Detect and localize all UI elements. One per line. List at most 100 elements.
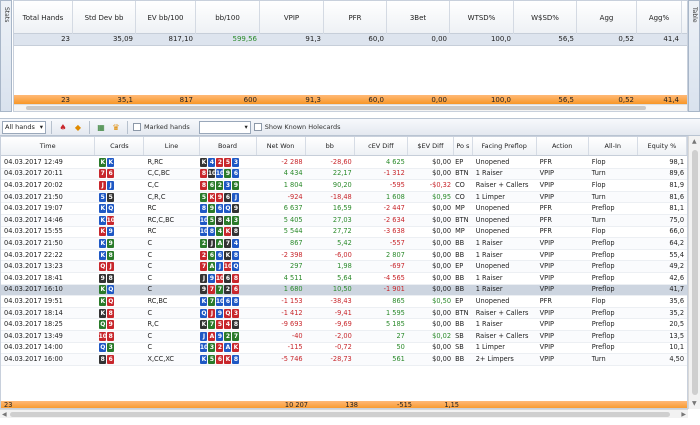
summary-column-header[interactable]: EV bb/100 (136, 1, 196, 34)
equity-cell: 35,6 (669, 296, 685, 305)
summary-column-header[interactable]: WTSD% (450, 1, 514, 34)
summary-column-header[interactable]: Agg% (637, 1, 682, 34)
summary-column-header[interactable]: Std Dev bb (73, 1, 136, 34)
hands-horizontal-scrollbar[interactable]: ◀ ▶ (0, 409, 688, 418)
table-row[interactable]: 04.03.2017 16:00 8 6 X,CC,XC K 5 6 K 8 -5 746 -28,… (1, 354, 687, 366)
summary-total-cell: 0,52 (618, 96, 634, 104)
playing-card: Q (224, 308, 232, 318)
time-cell: 04.03.2017 13:23 (4, 262, 63, 271)
grid-column-header[interactable]: $EV Diff (408, 137, 455, 155)
grid-column-header[interactable]: Net Won (257, 137, 306, 155)
summary-horizontal-scrollbar[interactable] (14, 104, 687, 111)
net-won-cell: -2 288 (281, 157, 303, 166)
table-row[interactable]: 04.03.2017 18:41 9 8 C J 9 10 6 8 4 511 5,64 -4 565… (1, 273, 687, 285)
scroll-down-icon[interactable]: ▼ (692, 400, 697, 407)
table-side-tab[interactable]: Table (688, 0, 700, 112)
equity-cell: 42,6 (669, 273, 685, 282)
playing-card: 8 (99, 354, 107, 364)
chart-icon[interactable]: ◆ (74, 122, 82, 132)
summary-column-header[interactable]: Agg (577, 1, 637, 34)
table-row[interactable]: 04.03.2017 20:11 7 6 C,C,BC 8 10 10 9 6 4 434 22,1… (1, 168, 687, 181)
grid-column-header[interactable]: Action (537, 137, 589, 155)
total-bb-cell: 138 (345, 401, 358, 409)
summary-data-row[interactable]: 23 35,09 817,10 599,56 91,3 60,0 0,00 100,0 56,5… (14, 34, 687, 46)
all-in-cell: Turn (591, 169, 606, 178)
ev-diff-cell: $0,00 (432, 320, 452, 329)
playing-card: 8 (232, 320, 240, 330)
summary-scroll-thumb[interactable] (26, 106, 646, 110)
table-row[interactable]: 04.03.2017 19:07 K Q RC 8 9 6 Q 9 6 637 16,59 -2 44… (1, 203, 687, 215)
table-row[interactable]: 04.03.2017 13:23 Q J C 7 A J 10 Q 297 1,98 -697 $0,0… (1, 261, 687, 273)
grid-column-header[interactable]: Equity % (638, 137, 687, 155)
hands-filter-select[interactable]: All hands ▾ (2, 120, 46, 134)
table-row[interactable]: 04.03.2017 18:25 Q 9 R,C K 7 5 4 8 -9 693 -9,69 5 1… (1, 319, 687, 331)
hands-vscroll-thumb[interactable] (692, 150, 698, 395)
hands-hscroll-thumb[interactable] (10, 412, 670, 417)
summary-column-header[interactable]: VPIP (260, 1, 324, 34)
summary-column-header[interactable]: PFR (324, 1, 387, 34)
cev-diff-cell: -557 (389, 238, 405, 247)
facing-preflop-cell: 1 Raiser (475, 250, 503, 259)
equity-cell: 89,6 (669, 169, 685, 178)
table-row[interactable]: 04.03.2017 18:14 K 8 C Q J 9 Q 3 -1 412 -9,41 1 595… (1, 307, 687, 320)
grid-column-header[interactable]: Line (144, 137, 200, 155)
equity-cell: 4,50 (669, 354, 685, 363)
hands-icon[interactable]: ♠ (59, 122, 67, 132)
grid-column-header[interactable]: Facing Preflop (473, 137, 537, 155)
cev-diff-cell: -1 312 (383, 169, 405, 178)
table-row[interactable]: 04.03.2017 20:02 J J C,C 8 6 2 3 9 1 804 90,20 -595… (1, 180, 687, 192)
bar-chart-icon[interactable]: ▦ (97, 122, 105, 132)
stats-side-tab[interactable]: Stats (0, 0, 12, 112)
hands-vertical-scrollbar[interactable]: ▲ ▼ (688, 136, 700, 409)
summary-column-header[interactable]: Total Hands (14, 1, 73, 34)
ev-diff-cell: $0,50 (432, 296, 452, 305)
summary-cell: 35,09 (112, 35, 133, 43)
marked-hands-select[interactable]: ▾ (198, 120, 251, 134)
marked-hands-checkbox[interactable] (133, 123, 141, 131)
summary-column-header[interactable]: 3Bet (387, 1, 450, 34)
table-row[interactable]: 04.03.2017 15:55 K 9 RC 10 8 4 K 8 5 544 27,72 -3 6… (1, 227, 687, 239)
summary-column-header[interactable]: bb/100 (196, 1, 260, 34)
playing-card: Q (99, 320, 107, 330)
playing-card: 2 (224, 331, 232, 341)
summary-column-header[interactable]: W$SD% (514, 1, 577, 34)
table-row[interactable]: 04.03.2017 19:51 K Q RC,BC K 7 10 6 8 -1 153 -38,4… (1, 296, 687, 308)
table-row[interactable]: 04.03.2017 14:00 Q 3 C 10 3 2 A K -115 -0,72 50 $0,0… (1, 343, 687, 355)
playing-card: 8 (232, 227, 240, 237)
playing-card: 9 (224, 169, 232, 179)
line-cell: C (147, 285, 153, 294)
time-cell: 04.03.2017 15:55 (4, 227, 63, 236)
line-cell: C,C,BC (147, 169, 170, 178)
playing-card: Q (224, 204, 232, 214)
all-in-cell: Flop (591, 157, 606, 166)
playing-card: 9 (107, 227, 115, 237)
table-row[interactable]: 04.03.2017 22:22 K 8 C 2 6 6 K 8 -2 398 -6,00 2 807… (1, 250, 687, 262)
table-row[interactable]: 04.03.2017 21:50 5 5 C,R,C 5 K 9 6 J -924 -18,48 1 … (1, 191, 687, 204)
table-row[interactable]: 04.03.2017 21:50 K 9 C 2 J A 7 4 867 5,42 -557 $0,00… (1, 238, 687, 250)
grid-column-header[interactable]: All-In (589, 137, 638, 155)
scroll-left-icon[interactable]: ◀ (2, 411, 7, 418)
scroll-right-icon[interactable]: ▶ (681, 411, 686, 418)
table-row[interactable]: 04.03.2017 16:10 K Q C 9 7 7 2 6 1 680 10,50 -1 901… (1, 284, 687, 297)
equity-cell: 81,9 (669, 180, 685, 189)
playing-card: 4 (224, 320, 232, 330)
grid-column-header[interactable]: Po s (454, 137, 473, 155)
grid-column-header[interactable]: Time (1, 137, 96, 155)
show-holecards-checkbox[interactable] (253, 123, 262, 131)
playing-card: K (224, 227, 232, 237)
playing-card: 2 (200, 250, 208, 260)
grid-column-header[interactable]: cEV Diff (355, 137, 408, 155)
grid-column-header[interactable]: Cards (95, 137, 145, 155)
trophy-icon[interactable]: ♛ (112, 122, 120, 132)
grid-column-header[interactable]: bb (306, 137, 355, 155)
table-row[interactable]: 04.03.2017 13:49 10 8 C J A 9 2 7 -40 -2,00 27 $0,02… (1, 330, 687, 343)
grid-column-header[interactable]: Board (200, 137, 257, 155)
line-cell: RC,BC (147, 296, 168, 305)
playing-card: 3 (232, 308, 240, 318)
scroll-up-icon[interactable]: ▲ (692, 138, 697, 145)
table-row[interactable]: 04.03.2017 14:46 K 10 RC,C,BC 10 5 8 4 3 5 405 27,… (1, 214, 687, 227)
playing-card: 3 (107, 343, 115, 353)
table-row[interactable]: 04.03.2017 12:49 K K R,RC K 4 2 5 3 -2 288 -28,60 4… (1, 157, 687, 169)
